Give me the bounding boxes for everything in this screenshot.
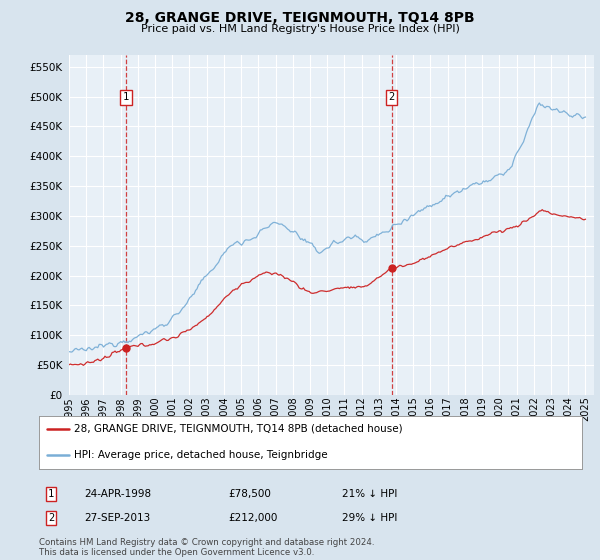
- Text: 1: 1: [48, 489, 54, 499]
- Text: Price paid vs. HM Land Registry's House Price Index (HPI): Price paid vs. HM Land Registry's House …: [140, 24, 460, 34]
- Text: 28, GRANGE DRIVE, TEIGNMOUTH, TQ14 8PB (detached house): 28, GRANGE DRIVE, TEIGNMOUTH, TQ14 8PB (…: [74, 424, 403, 434]
- Text: 1: 1: [123, 92, 129, 102]
- Text: Contains HM Land Registry data © Crown copyright and database right 2024.
This d: Contains HM Land Registry data © Crown c…: [39, 538, 374, 557]
- Text: £78,500: £78,500: [228, 489, 271, 499]
- Text: 28, GRANGE DRIVE, TEIGNMOUTH, TQ14 8PB: 28, GRANGE DRIVE, TEIGNMOUTH, TQ14 8PB: [125, 11, 475, 25]
- Text: 24-APR-1998: 24-APR-1998: [84, 489, 151, 499]
- Text: 29% ↓ HPI: 29% ↓ HPI: [342, 513, 397, 523]
- Text: 21% ↓ HPI: 21% ↓ HPI: [342, 489, 397, 499]
- Text: 2: 2: [48, 513, 54, 523]
- Text: 2: 2: [388, 92, 395, 102]
- Text: 27-SEP-2013: 27-SEP-2013: [84, 513, 150, 523]
- Text: £212,000: £212,000: [228, 513, 277, 523]
- Text: HPI: Average price, detached house, Teignbridge: HPI: Average price, detached house, Teig…: [74, 450, 328, 460]
